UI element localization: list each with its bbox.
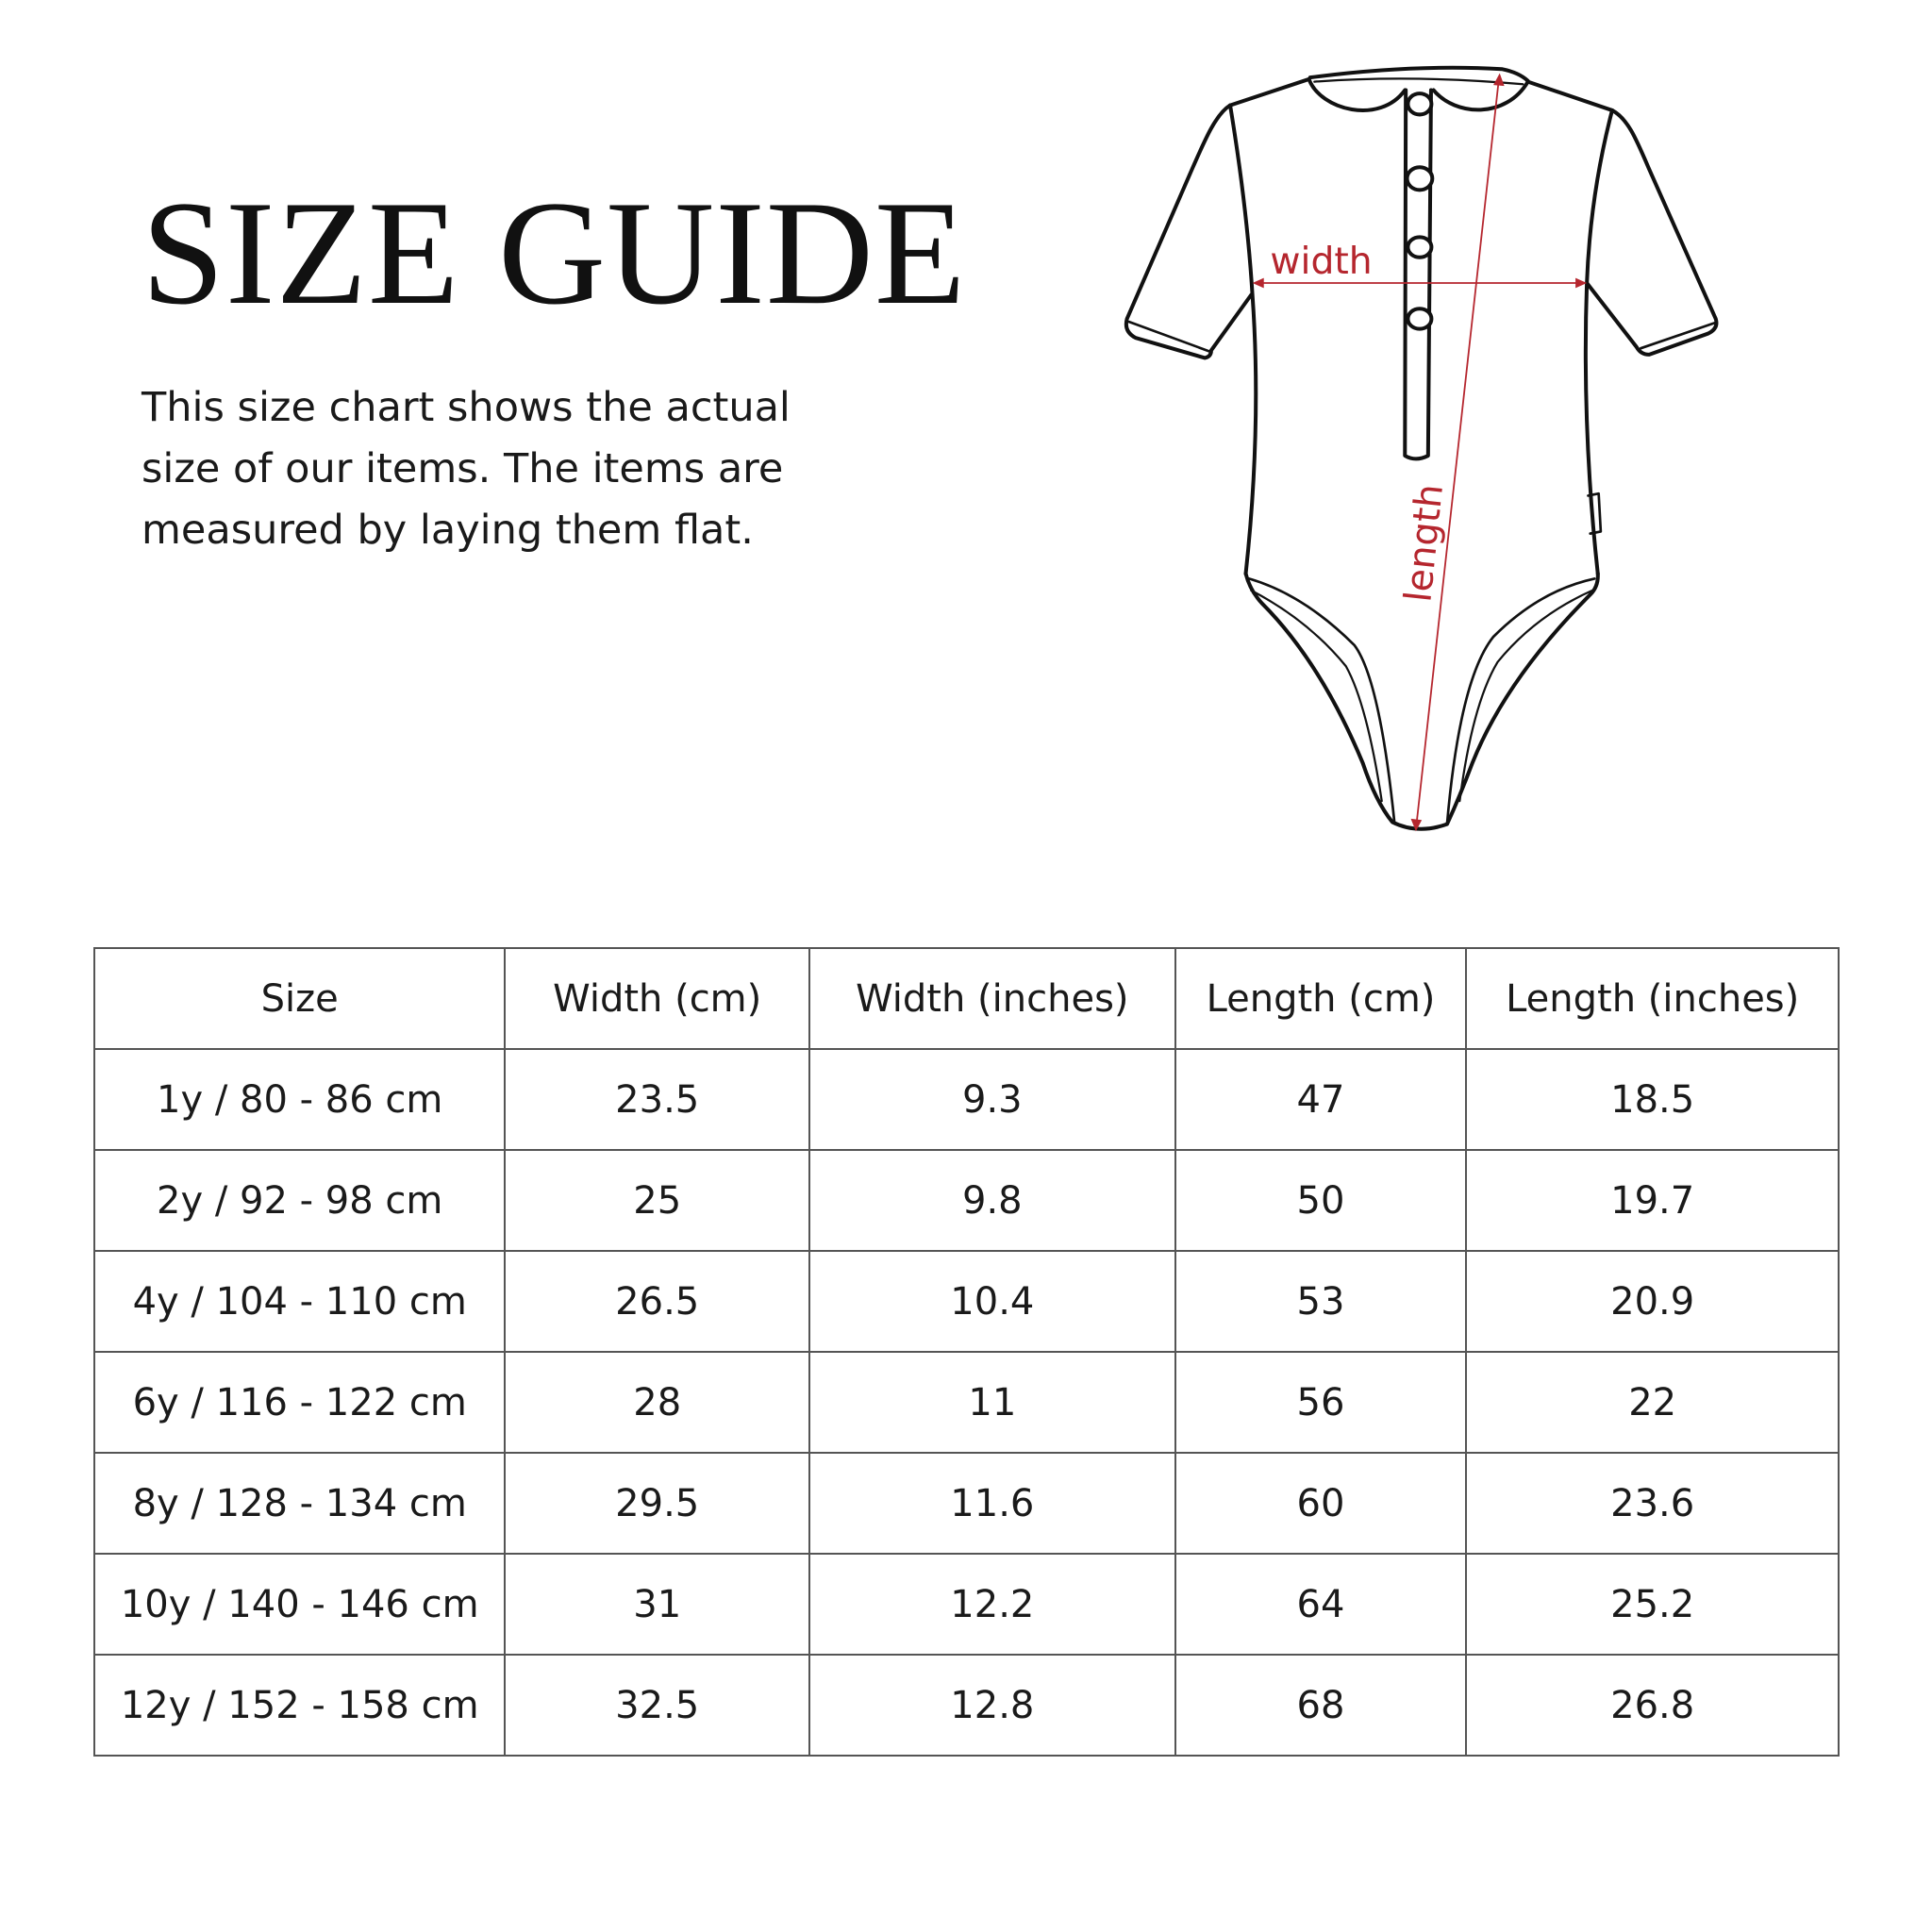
cell-length-cm: 56 [1174,1351,1468,1454]
cell-length-cm: 60 [1174,1452,1468,1555]
cell-length-cm: 64 [1174,1553,1468,1656]
cell-width-inches: 9.8 [808,1149,1176,1252]
cell-width-inches: 12.8 [808,1654,1176,1757]
column-header-width-inches: Width (inches) [808,947,1176,1050]
length-arrow [1415,82,1500,823]
cell-width-cm: 29.5 [504,1452,811,1555]
arrow-head-icon [1410,818,1423,832]
button-icon [1406,307,1434,331]
cell-width-cm: 26.5 [504,1250,811,1353]
cell-length-cm: 50 [1174,1149,1468,1252]
arrow-head-icon [1575,277,1588,289]
cell-length-inches: 18.5 [1465,1048,1840,1151]
cell-size: 8y / 128 - 134 cm [92,1452,507,1555]
button-icons [1405,92,1435,331]
table-header-row: Size Width (cm) Width (inches) Length (c… [92,947,1840,1050]
cell-size: 12y / 152 - 158 cm [92,1654,507,1757]
button-icon [1405,165,1435,192]
cell-width-inches: 9.3 [808,1048,1176,1151]
cell-width-cm: 23.5 [504,1048,811,1151]
cell-width-inches: 11.6 [808,1452,1176,1555]
cell-width-cm: 32.5 [504,1654,811,1757]
cell-width-inches: 11 [808,1351,1176,1454]
cell-size: 2y / 92 - 98 cm [92,1149,507,1252]
cell-length-cm: 47 [1174,1048,1468,1151]
measurement-arrows [1252,73,1588,832]
table-row: 2y / 92 - 98 cm 25 9.8 50 19.7 [92,1149,1840,1252]
column-header-length-inches: Length (inches) [1465,947,1840,1050]
cell-size: 4y / 104 - 110 cm [92,1250,507,1353]
cell-length-inches: 22 [1465,1351,1840,1454]
table-row: 1y / 80 - 86 cm 23.5 9.3 47 18.5 [92,1048,1840,1151]
width-label: width [1270,241,1372,283]
arrow-head-icon [1493,73,1505,87]
bodysuit-outline [1124,65,1719,831]
button-icon [1406,235,1434,259]
button-icon [1406,92,1434,117]
cell-size: 1y / 80 - 86 cm [92,1048,507,1151]
cell-width-cm: 28 [504,1351,811,1454]
bodysuit-measurement-diagram: width length [1124,65,1719,832]
table-row: 12y / 152 - 158 cm 32.5 12.8 68 26.8 [92,1654,1840,1757]
cell-width-inches: 12.2 [808,1553,1176,1656]
size-table: Size Width (cm) Width (inches) Length (c… [92,947,1840,1757]
table-row: 8y / 128 - 134 cm 29.5 11.6 60 23.6 [92,1452,1840,1555]
size-chart-description: This size chart shows the actual size of… [142,384,791,554]
cell-length-inches: 25.2 [1465,1553,1840,1656]
cell-width-cm: 31 [504,1553,811,1656]
table-row: 10y / 140 - 146 cm 31 12.2 64 25.2 [92,1553,1840,1656]
cell-length-inches: 20.9 [1465,1250,1840,1353]
cell-length-inches: 23.6 [1465,1452,1840,1555]
arrow-head-icon [1252,277,1264,289]
table-row: 6y / 116 - 122 cm 28 11 56 22 [92,1351,1840,1454]
cell-length-inches: 19.7 [1465,1149,1840,1252]
cell-width-inches: 10.4 [808,1250,1176,1353]
table-row: 4y / 104 - 110 cm 26.5 10.4 53 20.9 [92,1250,1840,1353]
cell-size: 6y / 116 - 122 cm [92,1351,507,1454]
length-label: length [1397,482,1452,604]
cell-length-cm: 53 [1174,1250,1468,1353]
cell-size: 10y / 140 - 146 cm [92,1553,507,1656]
cell-width-cm: 25 [504,1149,811,1252]
cell-length-cm: 68 [1174,1654,1468,1757]
cell-length-inches: 26.8 [1465,1654,1840,1757]
page-title: SIZE GUIDE [142,171,967,336]
column-header-width-cm: Width (cm) [504,947,811,1050]
column-header-length-cm: Length (cm) [1174,947,1468,1050]
column-header-size: Size [92,947,507,1050]
